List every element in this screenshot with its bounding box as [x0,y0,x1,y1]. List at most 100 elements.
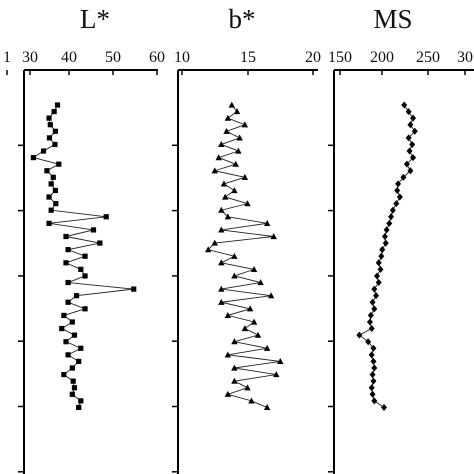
data-point [224,312,232,318]
data-point [231,187,238,194]
data-point [224,114,232,121]
data-point [373,292,380,300]
data-point [232,160,239,167]
data-point [65,279,71,286]
data-point [231,377,238,384]
data-point [365,338,372,346]
data-point [218,226,225,233]
data-point [263,404,271,411]
data-point [50,174,56,180]
data-point [263,344,271,351]
data-point [371,285,378,293]
data-point [382,239,389,247]
data-point [407,167,414,175]
data-point [410,114,417,122]
data-point [257,279,264,286]
data-point [30,155,36,161]
data-point [386,219,393,227]
data-point [46,194,52,200]
x-tick-label: 60 [149,49,165,66]
data-point [46,220,52,226]
data-point [241,173,249,180]
data-point [368,384,375,392]
data-point [396,193,403,201]
data-point [368,351,375,359]
x-tick-label: 10 [174,49,190,66]
data-point [241,325,249,332]
data-point [90,227,97,233]
x-tick-label: 50 [105,49,121,66]
data-point [406,147,413,155]
data-point [82,253,88,259]
x-tick-label: 30 [22,49,38,66]
data-point [53,201,59,207]
data-point [215,154,222,161]
data-point [46,115,52,121]
data-point [378,252,385,260]
data-point [76,358,82,365]
data-point [370,344,377,352]
data-point [400,173,407,181]
data-point [410,154,417,162]
data-point [370,357,377,365]
data-point [52,128,58,134]
data-point [393,200,400,208]
data-point [224,213,232,220]
data-point [56,161,62,167]
chart-title: L* [80,4,110,34]
data-point [367,311,374,319]
data-point [371,305,378,313]
data-point [218,259,225,266]
chart-title: b* [229,4,256,34]
x-tick-label: 30 [457,49,473,66]
data-point [205,246,212,253]
data-point [52,187,58,194]
data-point [231,272,238,279]
data-point [246,305,254,312]
data-point [231,364,238,371]
x-tick-label: 200 [370,49,394,66]
data-point [228,101,235,108]
data-point [69,391,75,397]
data-point [241,121,249,128]
data-point [71,385,78,391]
data-point [47,122,53,128]
data-point [405,108,412,116]
data-point [401,101,408,109]
data-point [244,384,251,391]
data-point [59,325,65,332]
data-point [69,365,75,371]
x-tick-label: 15 [240,49,256,66]
data-point [222,193,229,200]
data-point [218,298,225,305]
data-point [388,213,395,221]
data-point [44,168,50,174]
data-point [254,331,262,338]
data-point [235,147,242,154]
data-point [403,160,410,168]
data-point [379,246,386,254]
data-point [277,358,284,365]
data-point [250,265,258,272]
data-point [82,273,88,279]
data-point [70,378,76,384]
data-point [231,338,238,345]
data-point [61,312,67,318]
data-point [76,404,82,411]
data-point [369,390,376,398]
data-point [40,148,47,154]
data-point [394,186,401,194]
data-point [211,239,218,246]
data-point [220,180,228,187]
data-point [377,265,384,273]
data-point [131,286,137,292]
data-point [63,339,69,345]
data-point [273,371,280,378]
data-point [248,397,255,404]
data-point [369,371,376,379]
data-point [356,331,363,339]
data-point [409,140,416,148]
data-point [63,260,69,266]
data-point [233,108,241,115]
